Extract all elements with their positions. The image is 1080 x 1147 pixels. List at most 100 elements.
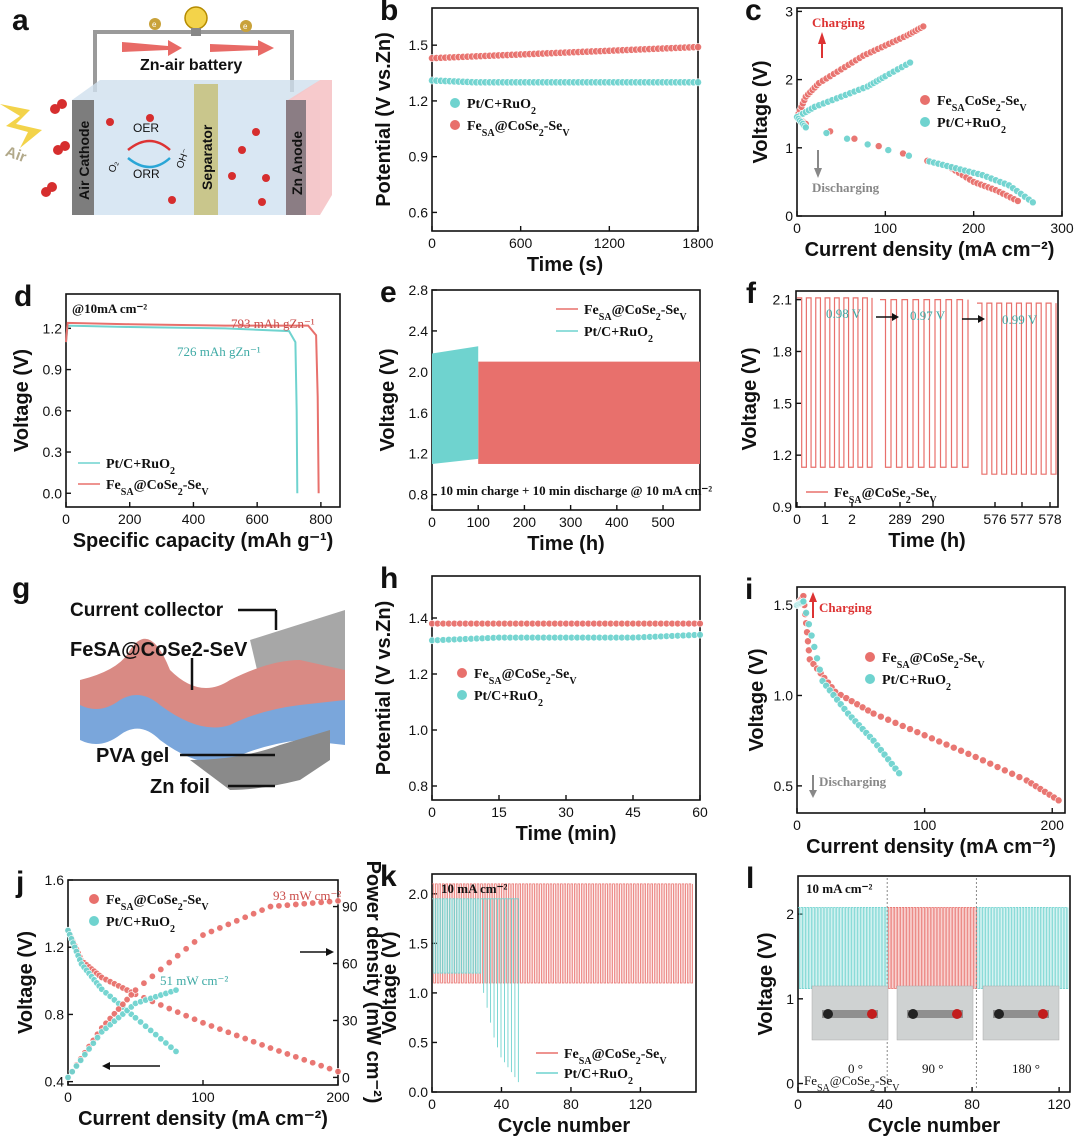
x-tick-label: 0 xyxy=(62,511,70,527)
data-point xyxy=(224,920,232,928)
data-point xyxy=(147,1026,155,1034)
y-tick-label: 1.5 xyxy=(409,37,429,53)
data-point xyxy=(157,965,165,973)
data-point xyxy=(85,1045,93,1053)
data-point xyxy=(942,740,951,749)
o2-label: O₂ xyxy=(107,159,121,174)
y-tick-label: 2.8 xyxy=(409,282,429,298)
x-tick-label: 2 xyxy=(848,511,856,527)
data-point xyxy=(191,938,199,946)
arrow-icon xyxy=(122,40,182,56)
data-point xyxy=(275,902,283,910)
y-axis-label: Voltage (V) xyxy=(750,61,772,164)
y-tick-label: 0.6 xyxy=(43,403,63,419)
x-axis-label: Current density (mA cm⁻²) xyxy=(806,836,1056,858)
data-point xyxy=(191,1015,199,1023)
x-tick-label: 400 xyxy=(605,514,629,530)
wave-series xyxy=(798,906,888,990)
data-point xyxy=(850,134,859,143)
air-cathode xyxy=(72,100,94,215)
x-tick-label: 80 xyxy=(964,1096,980,1112)
x-tick-label: 400 xyxy=(182,511,206,527)
data-point xyxy=(317,898,325,906)
x-tick-label: 0 xyxy=(794,1096,802,1112)
light-bulb-icon xyxy=(184,6,208,36)
panel-j-chart: 0 100 200 0.4 0.8 1.2 1.6 Current density (mA c… xyxy=(15,861,384,1130)
x-tick-label: 45 xyxy=(625,804,641,820)
panel-letter-e: e xyxy=(380,276,397,309)
panel-letter-k: k xyxy=(380,860,397,893)
data-point xyxy=(1029,198,1037,207)
x-tick-label: 500 xyxy=(651,514,675,530)
y-tick-label: 1.6 xyxy=(409,405,429,421)
legend-label: FeSA@CoSe2-SeV xyxy=(882,651,985,671)
plot-frame xyxy=(795,290,1059,508)
y-axis-label: Voltage (V) xyxy=(379,932,401,1035)
y-tick-label: 1 xyxy=(786,991,794,1007)
data-point xyxy=(1015,773,1024,781)
discharging-label: Discharging xyxy=(812,180,880,195)
data-point xyxy=(884,146,893,154)
red-band xyxy=(478,361,700,464)
current-annotation: 10 mA cm⁻² xyxy=(441,881,507,896)
data-point xyxy=(905,151,913,160)
y-tick-label: 2.0 xyxy=(409,364,429,380)
x-tick-label: 100 xyxy=(191,1089,215,1105)
x-tick-label: 300 xyxy=(559,514,583,530)
data-point xyxy=(957,746,965,755)
y-tick-label: 1.8 xyxy=(773,343,793,359)
legend-marker xyxy=(89,916,99,926)
x-tick-label: 40 xyxy=(877,1096,893,1112)
panel-b-chart: 0 600 1200 1800 0.6 0.9 1.2 1.5 Time (s) Potentia… xyxy=(373,0,714,276)
data-point xyxy=(233,1031,241,1039)
data-point xyxy=(81,1051,89,1059)
data-point xyxy=(913,728,922,736)
legend-label: FeSA@CoSe2-SeV xyxy=(834,486,937,506)
data-point xyxy=(309,899,317,907)
data-point xyxy=(127,991,135,999)
svg-text:e: e xyxy=(243,22,248,31)
separator-label: Separator xyxy=(199,124,215,190)
legend-marker xyxy=(457,668,467,678)
panel-letter-a: a xyxy=(12,4,29,37)
electron-icon xyxy=(240,20,252,32)
x-tick-label: 578 xyxy=(1038,511,1062,527)
bending-photo-0 xyxy=(811,985,889,1041)
x-tick-label: 290 xyxy=(921,511,945,527)
wave-series xyxy=(480,898,519,1083)
panel-g-schematic: g Current collector FeSA@CoSe2-SeV PVA g… xyxy=(12,572,345,798)
data-point xyxy=(877,712,885,721)
x-axis-label: Time (h) xyxy=(527,533,604,555)
legend-label: Pt/C+RuO2 xyxy=(937,116,1006,136)
y-tick-label: 1.2 xyxy=(45,939,65,955)
air-label: Air xyxy=(3,143,29,166)
data-point xyxy=(216,924,224,932)
y-tick-label: 1.2 xyxy=(43,320,63,336)
y-tick-label: 0.8 xyxy=(409,778,429,794)
y-axis-label: Voltage (V) xyxy=(15,931,37,1034)
x-axis-label: Time (min) xyxy=(516,823,617,845)
legend-label: Pt/C+RuO2 xyxy=(474,689,543,709)
y2-tick-label: 0 xyxy=(342,1069,350,1085)
bending-photo-1 xyxy=(896,985,974,1041)
y2-tick-label: 30 xyxy=(342,1012,358,1028)
y-tick-label: 0.0 xyxy=(43,485,63,501)
data-point xyxy=(258,906,266,914)
data-point xyxy=(949,743,958,752)
data-point xyxy=(919,22,928,31)
y-tick-label: 0.9 xyxy=(43,362,63,378)
x-tick-label: 300 xyxy=(1050,220,1074,236)
panel-i-chart: 0 100 200 0.5 1.0 1.5 Current density (mA cm⁻²… xyxy=(745,573,1066,858)
y-axis-label: Voltage (V) xyxy=(11,349,33,452)
panel-letter-h: h xyxy=(380,562,398,595)
data-point xyxy=(132,986,140,994)
data-point xyxy=(696,631,704,639)
data-point xyxy=(174,952,182,960)
data-point xyxy=(162,1039,170,1047)
x-tick-label: 100 xyxy=(913,817,937,833)
data-point xyxy=(971,753,980,761)
x-tick-label: 0 xyxy=(793,817,801,833)
data-point xyxy=(250,910,258,918)
